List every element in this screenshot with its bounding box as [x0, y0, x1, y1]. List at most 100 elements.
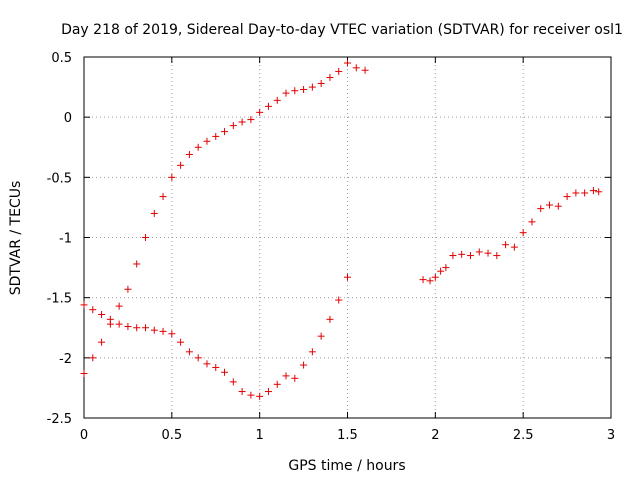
- data-point: [563, 193, 571, 201]
- data-point: [115, 320, 123, 328]
- data-point: [159, 327, 167, 335]
- data-point: [221, 128, 229, 136]
- data-point: [595, 188, 603, 196]
- chart-title: Day 218 of 2019, Sidereal Day-to-day VTE…: [61, 22, 623, 38]
- data-point: [229, 378, 237, 386]
- x-tick-label: 1.5: [337, 428, 358, 443]
- y-tick-label: -2.5: [47, 412, 72, 427]
- data-point: [419, 276, 427, 284]
- data-point: [317, 332, 325, 340]
- data-point: [554, 202, 562, 210]
- data-point: [273, 96, 281, 104]
- y-tick-label: -1.5: [47, 292, 72, 307]
- data-point: [484, 249, 492, 257]
- data-point: [203, 137, 211, 145]
- data-point: [80, 301, 88, 309]
- data-point: [115, 302, 123, 310]
- x-tick-label: 1: [256, 428, 264, 443]
- data-point: [300, 361, 308, 369]
- data-point: [168, 330, 176, 338]
- data-point: [502, 241, 510, 249]
- data-point: [458, 250, 466, 258]
- data-point: [442, 264, 450, 272]
- data-point: [344, 273, 351, 281]
- y-tick-label: -0.5: [47, 171, 72, 186]
- series-satellite-track-rising: [80, 59, 369, 377]
- data-point: [124, 285, 132, 293]
- data-point: [431, 273, 439, 281]
- data-point: [528, 218, 536, 226]
- data-point: [98, 338, 106, 346]
- data-point: [493, 252, 501, 260]
- data-point: [344, 59, 351, 67]
- data-point: [273, 380, 281, 388]
- data-point: [98, 311, 106, 319]
- data-point: [256, 108, 264, 116]
- data-point: [221, 368, 229, 376]
- x-tick-label: 0: [80, 428, 88, 443]
- data-point: [150, 326, 158, 334]
- data-point: [572, 189, 580, 197]
- x-tick-label: 2: [431, 428, 439, 443]
- data-point: [510, 243, 518, 251]
- data-point: [124, 323, 132, 331]
- data-point: [291, 374, 299, 382]
- data-point: [141, 324, 149, 332]
- data-series: [80, 59, 603, 400]
- data-point: [581, 189, 589, 197]
- y-axis-label: SDTVAR / TECUs: [8, 181, 24, 296]
- data-point: [133, 324, 141, 332]
- data-point: [291, 87, 299, 95]
- data-point: [326, 315, 334, 323]
- data-point: [212, 132, 220, 140]
- y-tick-label: -1: [59, 232, 72, 247]
- data-point: [212, 363, 220, 371]
- data-point: [308, 348, 316, 356]
- data-point: [519, 229, 527, 237]
- data-point: [159, 193, 167, 201]
- data-point: [247, 116, 255, 124]
- data-point: [475, 248, 483, 256]
- data-point: [426, 277, 434, 285]
- data-point: [168, 173, 176, 181]
- data-point: [141, 234, 149, 241]
- data-point: [300, 85, 308, 93]
- y-tick-label: 0: [64, 111, 72, 126]
- data-point: [194, 143, 202, 151]
- y-tick-label: 0.5: [51, 51, 72, 66]
- data-point: [546, 201, 554, 209]
- data-point: [335, 67, 343, 75]
- data-point: [247, 391, 255, 399]
- y-tick-labels: 0.5 0 -0.5 -1 -1.5 -2 -2.5: [47, 51, 72, 427]
- data-point: [264, 388, 272, 396]
- data-point: [185, 150, 193, 158]
- data-point: [177, 338, 185, 346]
- series-satellite-track-dip: [80, 273, 351, 400]
- data-point: [449, 252, 457, 260]
- data-point: [352, 64, 360, 72]
- x-axis-label: GPS time / hours: [288, 458, 405, 474]
- data-point: [177, 161, 185, 169]
- data-point: [229, 122, 237, 130]
- x-tick-label: 0.5: [161, 428, 182, 443]
- data-point: [80, 369, 88, 377]
- data-point: [185, 348, 193, 356]
- data-point: [264, 102, 272, 110]
- data-point: [437, 267, 445, 275]
- data-point: [238, 388, 246, 396]
- y-tick-label: -2: [59, 352, 72, 367]
- x-tick-labels: 0 0.5 1 1.5 2 2.5 3: [80, 428, 615, 443]
- series-satellite-track-late: [419, 187, 603, 285]
- data-point: [106, 315, 114, 323]
- data-point: [326, 73, 334, 81]
- data-point: [282, 372, 290, 380]
- data-point: [133, 260, 141, 268]
- data-point: [89, 306, 97, 314]
- data-point: [194, 354, 202, 362]
- data-point: [361, 66, 369, 74]
- data-point: [537, 205, 545, 213]
- data-point: [308, 83, 316, 91]
- data-point: [335, 296, 343, 304]
- data-point: [317, 79, 325, 87]
